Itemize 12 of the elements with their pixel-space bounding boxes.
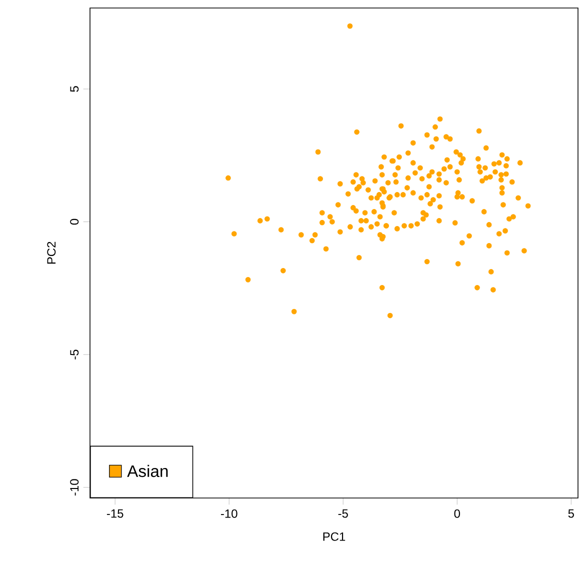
x-tick-label: -10	[220, 509, 238, 518]
x-tick-label: -5	[338, 509, 348, 518]
x-tick-label: -15	[106, 509, 124, 518]
y-tick-label: 0	[70, 218, 79, 225]
y-tick-label: -10	[70, 479, 79, 496]
y-tick-label: -5	[70, 350, 79, 360]
x-tick-label: 5	[568, 509, 574, 518]
y-axis-title: PC2	[47, 242, 56, 264]
x-axis-title: PC1	[323, 532, 346, 541]
y-tick-label: 5	[70, 86, 79, 92]
legend-label: Asian	[127, 464, 168, 478]
x-tick-label: 0	[454, 509, 460, 518]
